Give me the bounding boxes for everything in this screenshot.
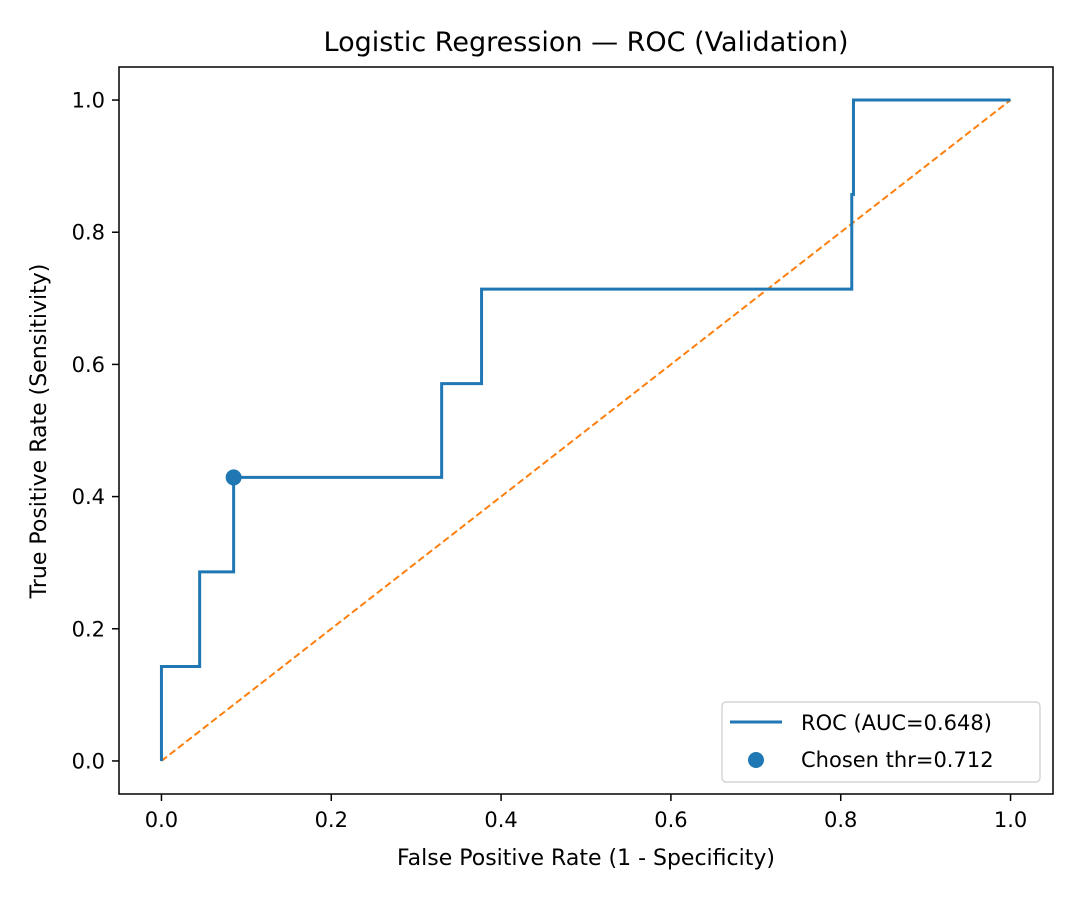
y-axis-ticks: 0.0 0.2 0.4 0.6 0.8 1.0 bbox=[72, 89, 119, 773]
y-tick-label: 0.0 bbox=[72, 749, 105, 773]
x-tick-label: 0.6 bbox=[654, 808, 687, 832]
legend-point-swatch bbox=[748, 752, 764, 768]
series-layer bbox=[159, 98, 1012, 762]
legend-point-label: Chosen thr=0.712 bbox=[801, 748, 994, 772]
roc-curve-line bbox=[159, 98, 1011, 761]
legend-box bbox=[721, 701, 1041, 783]
y-tick-label: 0.2 bbox=[72, 617, 105, 641]
points-layer bbox=[225, 469, 242, 486]
x-axis-label: False Positive Rate (1 - Specificity) bbox=[397, 846, 775, 871]
x-axis-ticks: 0.0 0.2 0.4 0.6 0.8 1.0 bbox=[145, 794, 1027, 832]
y-tick-label: 0.4 bbox=[72, 485, 105, 509]
y-tick-label: 0.8 bbox=[72, 221, 105, 245]
chart-title: Logistic Regression — ROC (Validation) bbox=[324, 27, 849, 58]
x-tick-label: 0.8 bbox=[824, 808, 857, 832]
legend-roc-label: ROC (AUC=0.648) bbox=[801, 711, 992, 735]
axes-frame bbox=[118, 66, 1054, 795]
y-axis-label: True Positive Rate (Sensitivity) bbox=[27, 264, 52, 600]
x-tick-label: 0.0 bbox=[145, 808, 178, 832]
legend: ROC (AUC=0.648) Chosen thr=0.712 bbox=[721, 701, 1041, 783]
x-tick-label: 0.2 bbox=[315, 808, 348, 832]
chance-diagonal-line bbox=[160, 99, 1012, 762]
x-tick-label: 0.4 bbox=[484, 808, 517, 832]
y-tick-label: 0.6 bbox=[72, 353, 105, 377]
x-tick-label: 1.0 bbox=[994, 808, 1027, 832]
chosen-threshold-point bbox=[225, 469, 242, 486]
y-tick-label: 1.0 bbox=[72, 89, 105, 113]
